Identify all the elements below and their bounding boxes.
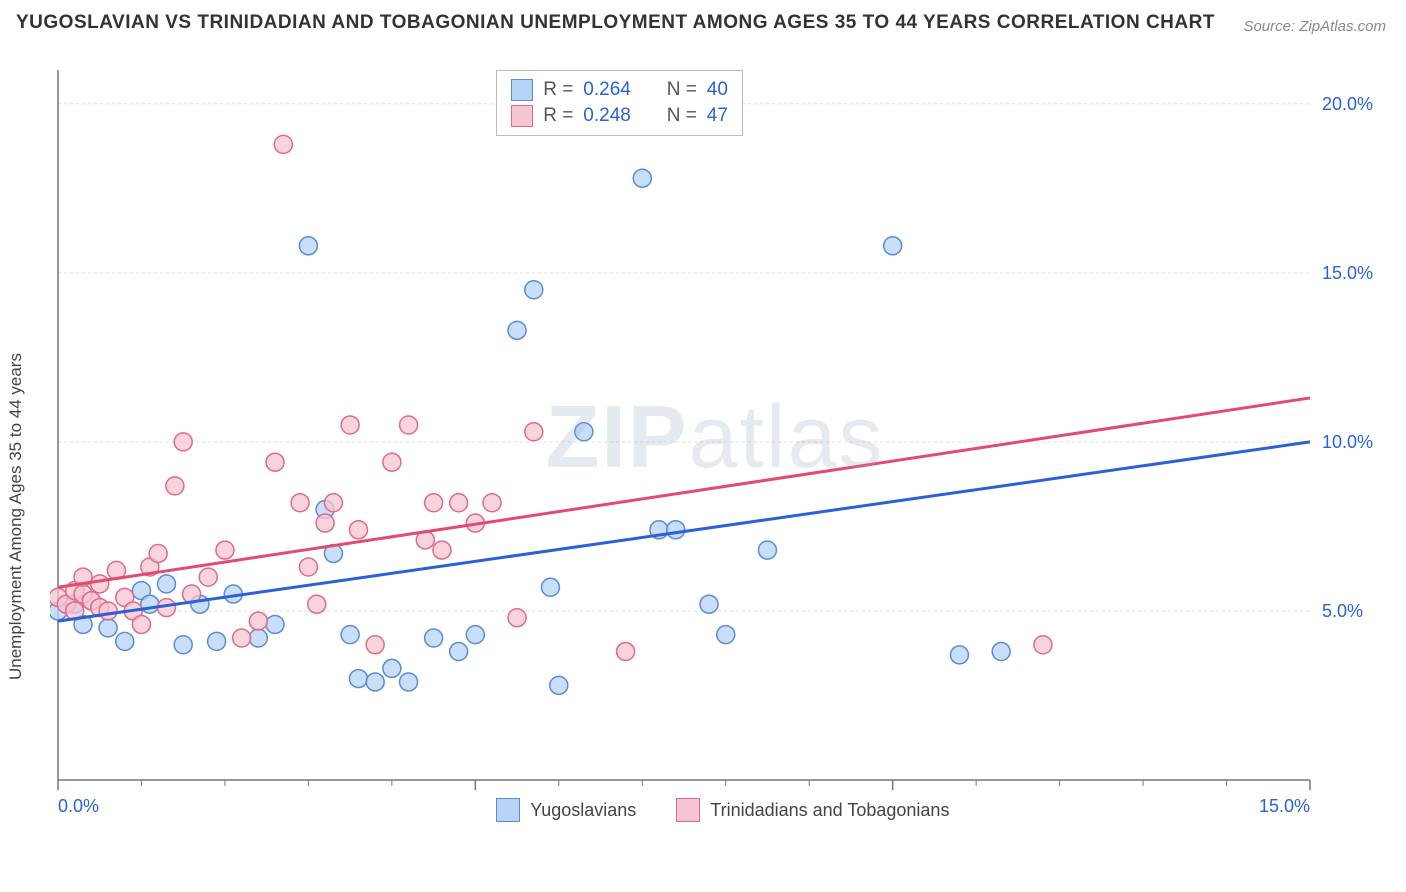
stats-row: R =0.264 N =40 — [511, 77, 728, 103]
correlation-stats-box: R =0.264 N =40R =0.248 N =47 — [496, 70, 743, 136]
source-attribution: Source: ZipAtlas.com — [1243, 18, 1386, 35]
legend-label: Yugoslavians — [530, 800, 636, 821]
stats-row: R =0.248 N =47 — [511, 103, 728, 129]
svg-text:0.0%: 0.0% — [58, 796, 99, 816]
svg-text:20.0%: 20.0% — [1322, 94, 1373, 114]
scatter-plot: 5.0%10.0%15.0%20.0%0.0%15.0% ZIPatlas R … — [50, 50, 1380, 840]
stats-swatch — [511, 79, 533, 101]
stats-swatch — [511, 105, 533, 127]
svg-text:10.0%: 10.0% — [1322, 432, 1373, 452]
legend-item: Yugoslavians — [496, 798, 636, 822]
legend-label: Trinidadians and Tobagonians — [710, 800, 949, 821]
chart-title: YUGOSLAVIAN VS TRINIDADIAN AND TOBAGONIA… — [16, 12, 1215, 34]
legend-swatch — [676, 798, 700, 822]
svg-text:5.0%: 5.0% — [1322, 601, 1363, 621]
svg-text:15.0%: 15.0% — [1322, 263, 1373, 283]
svg-text:15.0%: 15.0% — [1259, 796, 1310, 816]
legend-swatch — [496, 798, 520, 822]
chart-svg: 5.0% 10.0% 15.0% 20.0% 0.0% 15.0% — [50, 50, 1380, 840]
series-legend: Yugoslavians Trinidadians and Tobagonians — [496, 798, 949, 822]
legend-item: Trinidadians and Tobagonians — [676, 798, 949, 822]
y-axis-label: Unemployment Among Ages 35 to 44 years — [6, 353, 26, 680]
